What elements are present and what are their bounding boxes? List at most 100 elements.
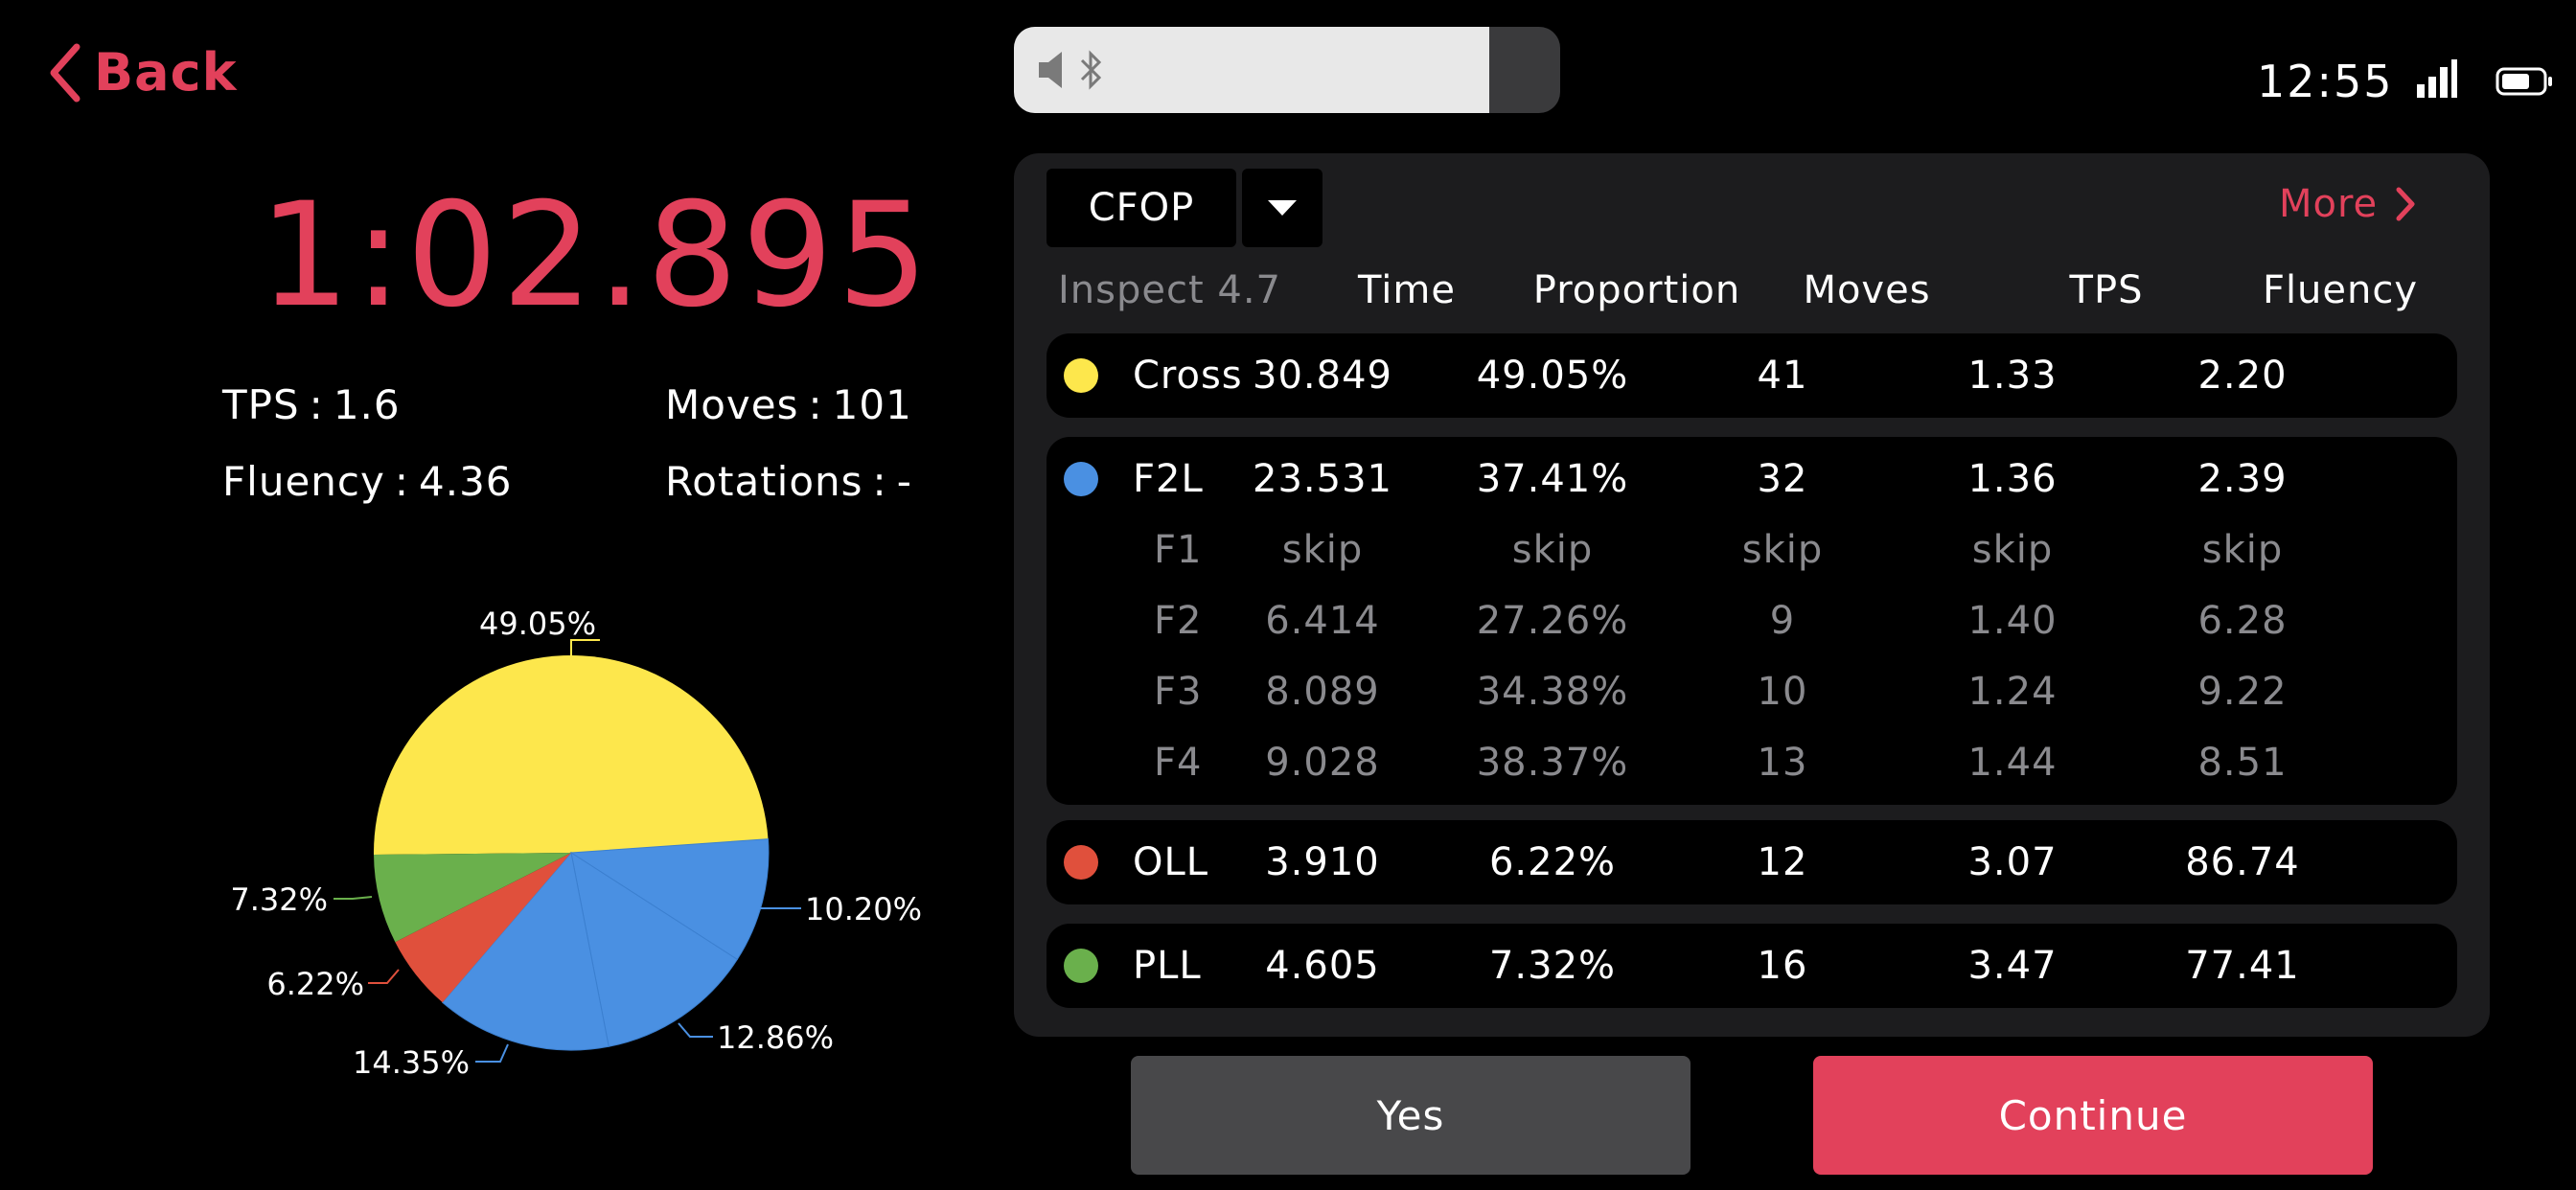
phase-name: F2: [1154, 599, 1203, 643]
pie-slice: [374, 853, 571, 943]
phase-row: PLL 4.605 7.32% 16 3.47 77.41: [1046, 930, 2457, 1001]
signal-icon: [2417, 59, 2457, 98]
sub-phase-row: F3 8.089 34.38% 10 1.24 9.22: [1046, 656, 2457, 727]
bluetooth-icon: [1080, 50, 1102, 90]
caret-down-icon: [1268, 200, 1297, 216]
chevron-left-icon: [50, 43, 80, 102]
pie-slice-label: 14.35%: [353, 1044, 470, 1081]
cell-tps: 1.33: [1967, 354, 2058, 398]
phase-color-dot: [1064, 845, 1098, 880]
pie-slice: [374, 655, 769, 856]
pie-leader-line: [334, 896, 373, 900]
column-header-tps: TPS: [2069, 268, 2144, 312]
cell-moves: 10: [1757, 670, 1808, 714]
phase-name: PLL: [1133, 944, 1202, 988]
cell-tps: 3.47: [1967, 944, 2058, 988]
battery-icon: [2496, 67, 2552, 96]
column-header-proportion: Proportion: [1532, 268, 1741, 312]
pie-slice: [395, 853, 571, 1003]
cell-proportion: 38.37%: [1476, 741, 1629, 785]
moves-stat: Moves:101: [665, 381, 912, 428]
cell-moves: 41: [1757, 354, 1808, 398]
phase-group: PLL 4.605 7.32% 16 3.47 77.41: [1046, 924, 2457, 1008]
column-header-fluency: Fluency: [2262, 268, 2419, 312]
cell-tps: skip: [1971, 528, 2054, 572]
phase-pie-chart: 49.05% 10.20% 12.86% 14.35% 6.22% 7.32%: [230, 606, 922, 1081]
phase-row: OLL 3.910 6.22% 12 3.07 86.74: [1046, 827, 2457, 898]
phase-group: Cross 30.849 49.05% 41 1.33 2.20: [1046, 333, 2457, 418]
rotations-stat: Rotations: -: [665, 458, 912, 505]
phase-color-dot: [1064, 358, 1098, 393]
column-header-time: Time: [1358, 268, 1456, 312]
cell-tps: 1.44: [1967, 741, 2058, 785]
continue-button[interactable]: Continue: [1813, 1056, 2373, 1175]
cell-tps: 3.07: [1967, 840, 2058, 884]
phase-group: OLL 3.910 6.22% 12 3.07 86.74: [1046, 820, 2457, 904]
sub-phase-row: F4 9.028 38.37% 13 1.44 8.51: [1046, 727, 2457, 798]
solve-time: 1:02.895: [259, 172, 932, 339]
cell-fluency: 2.39: [2197, 457, 2288, 501]
inspect-time: Inspect 4.7: [1058, 268, 1281, 312]
phase-name: F1: [1154, 528, 1203, 572]
pie-slice-label: 6.22%: [266, 966, 364, 1002]
cell-time: 30.849: [1253, 354, 1392, 398]
phase-name: F3: [1154, 670, 1203, 714]
back-button[interactable]: Back: [48, 42, 238, 103]
cell-time: 8.089: [1265, 670, 1380, 714]
pie-slice-label: 12.86%: [717, 1019, 834, 1056]
cell-proportion: 6.22%: [1488, 840, 1617, 884]
cell-fluency: 86.74: [2185, 840, 2300, 884]
cell-moves: 13: [1757, 741, 1808, 785]
cell-fluency: 77.41: [2185, 944, 2300, 988]
chevron-right-icon: [2396, 187, 2415, 221]
phase-name: F2L: [1133, 457, 1204, 501]
clock: 12:55: [2257, 56, 2394, 107]
pie-slice: [570, 851, 738, 1047]
more-label: More: [2279, 182, 2379, 226]
cell-proportion: 7.32%: [1488, 944, 1617, 988]
more-link[interactable]: More: [2279, 182, 2416, 226]
fluency-stat: Fluency:4.36: [222, 458, 513, 505]
cell-tps: 1.24: [1967, 670, 2058, 714]
phase-group: F2L 23.531 37.41% 32 1.36 2.39 F1 skip skip skip s…: [1046, 437, 2457, 805]
cell-moves: 12: [1757, 840, 1808, 884]
phase-color-dot: [1064, 949, 1098, 983]
phase-name: OLL: [1133, 840, 1209, 884]
column-header-moves: Moves: [1803, 268, 1931, 312]
cell-time: 4.605: [1265, 944, 1380, 988]
pie-slice-label: 7.32%: [230, 881, 328, 918]
pie-slice-label: 10.20%: [805, 891, 922, 927]
cell-moves: 9: [1769, 599, 1796, 643]
phase-row: F2L 23.531 37.41% 32 1.36 2.39: [1046, 444, 2457, 515]
pie-leader-line: [678, 1022, 713, 1038]
cell-proportion: 37.41%: [1476, 457, 1629, 501]
yes-button[interactable]: Yes: [1131, 1056, 1690, 1175]
method-dropdown-button[interactable]: [1242, 169, 1322, 247]
speaker-icon: [1039, 52, 1062, 88]
pie-leader-line: [475, 1043, 509, 1063]
volume-slider[interactable]: [1014, 27, 1560, 113]
method-select[interactable]: CFOP: [1046, 169, 1236, 247]
pie-slice-label: 49.05%: [479, 606, 596, 642]
pie-slice: [442, 851, 610, 1051]
cell-fluency: 2.20: [2197, 354, 2288, 398]
cell-time: 23.531: [1253, 457, 1392, 501]
cell-proportion: 34.38%: [1476, 670, 1629, 714]
cell-fluency: 6.28: [2197, 599, 2288, 643]
cell-proportion: skip: [1511, 528, 1594, 572]
tps-stat: TPS:1.6: [222, 381, 401, 428]
phase-name: F4: [1154, 741, 1203, 785]
cell-proportion: 27.26%: [1476, 599, 1629, 643]
sub-phase-row: F2 6.414 27.26% 9 1.40 6.28: [1046, 585, 2457, 656]
phase-row: Cross 30.849 49.05% 41 1.33 2.20: [1046, 340, 2457, 411]
pie-leader-line: [368, 969, 400, 984]
cell-proportion: 49.05%: [1476, 354, 1629, 398]
phase-name: Cross: [1133, 354, 1243, 398]
cell-moves: 16: [1757, 944, 1808, 988]
cell-time: 9.028: [1265, 741, 1380, 785]
phase-color-dot: [1064, 462, 1098, 496]
cell-time: skip: [1281, 528, 1364, 572]
pie-slice: [569, 838, 770, 961]
cell-tps: 1.36: [1967, 457, 2058, 501]
cell-time: 3.910: [1265, 840, 1380, 884]
